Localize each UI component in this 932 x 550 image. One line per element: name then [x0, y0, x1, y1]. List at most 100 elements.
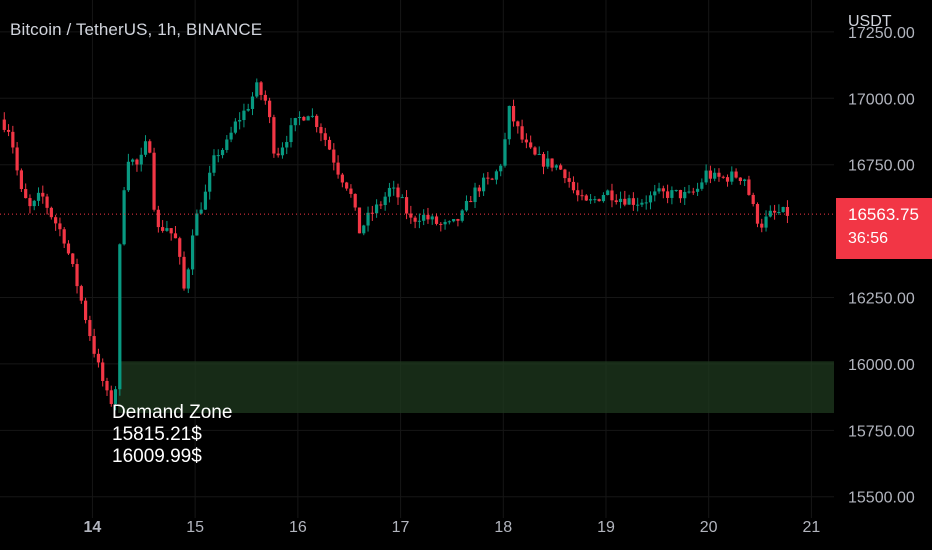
candle-body	[614, 200, 618, 203]
candle-body	[126, 161, 130, 191]
candle-body	[362, 225, 366, 234]
candle-body	[272, 117, 276, 154]
candle-body	[772, 210, 777, 213]
candle-body	[396, 187, 400, 198]
candle-body	[276, 153, 280, 156]
candle-body	[41, 192, 45, 197]
candle-body	[623, 198, 627, 205]
candle-body	[434, 216, 439, 224]
candle-body	[19, 170, 23, 190]
y-tick-label: 16250.00	[848, 291, 915, 308]
candle-body	[2, 119, 6, 130]
candle-body	[310, 115, 315, 117]
candle-body	[456, 218, 460, 221]
candle-body	[524, 139, 528, 143]
candle-body	[747, 179, 751, 195]
candle-body	[670, 190, 674, 198]
candle-body	[610, 190, 614, 201]
candle-body	[494, 171, 499, 180]
candle-body	[768, 210, 772, 217]
candle-body	[212, 155, 216, 173]
candle-body	[661, 188, 665, 192]
candle-body	[268, 100, 272, 118]
candle-body	[593, 199, 597, 201]
candle-body	[263, 94, 267, 101]
candle-body	[246, 108, 250, 111]
candle-body	[11, 131, 15, 148]
candle-body	[345, 182, 349, 189]
candle-body	[250, 96, 255, 109]
candle-body	[332, 149, 336, 163]
candle-body	[169, 228, 173, 234]
candle-body	[550, 158, 554, 168]
candle-body	[721, 176, 725, 178]
candle-body	[199, 209, 203, 214]
candle-body	[255, 82, 259, 97]
price-axis[interactable]: 17250.00 17000.00 16750.00 16250.00 16000.00…	[848, 25, 915, 507]
candle-body	[413, 217, 417, 222]
candle-body	[36, 192, 41, 201]
candle-body	[62, 229, 66, 244]
candle-body	[520, 126, 524, 140]
candle-body	[430, 216, 434, 220]
candle-body	[178, 238, 182, 257]
candle-body	[695, 188, 700, 192]
candle-body	[315, 115, 319, 128]
candle-body	[357, 207, 362, 234]
candle-body	[653, 191, 657, 196]
candle-body	[674, 189, 678, 191]
candle-body	[529, 142, 533, 148]
x-tick-label: 17	[392, 519, 410, 536]
candle-body	[148, 141, 152, 153]
demand-zone-rect[interactable]	[118, 361, 834, 414]
candle-body	[28, 198, 32, 207]
candle-body	[375, 204, 379, 214]
candle-body	[559, 165, 563, 170]
candle-body	[597, 199, 601, 202]
candle-body	[640, 202, 644, 205]
candle-body	[161, 227, 165, 231]
candle-body	[546, 158, 550, 167]
candle-body	[785, 206, 790, 216]
candle-body	[486, 177, 490, 179]
candle-body	[447, 221, 451, 223]
candle-body	[370, 212, 374, 214]
candle-body	[208, 172, 212, 192]
x-tick-label: 21	[803, 519, 821, 536]
candle-body	[713, 172, 717, 179]
candle-body	[687, 191, 691, 193]
candle-body	[79, 286, 83, 301]
x-tick-label: 20	[700, 519, 718, 536]
candle-body	[751, 194, 755, 205]
candle-body	[563, 169, 567, 179]
candle-body	[469, 200, 473, 203]
candle-body	[229, 132, 233, 140]
currency-label: USDT	[848, 13, 892, 30]
candle-body	[404, 197, 409, 214]
candle-body	[285, 142, 289, 148]
candle-body	[717, 172, 721, 177]
candle-body	[490, 178, 494, 180]
candle-body	[477, 187, 481, 192]
candle-body	[704, 170, 708, 183]
candle-body	[32, 200, 36, 207]
symbol-title[interactable]: Bitcoin / TetherUS, 1h, BINANCE	[10, 20, 263, 39]
candle-body	[49, 207, 53, 218]
time-axis[interactable]: 14 15 16 17 18 19 20 21	[84, 519, 821, 536]
candle-body	[143, 141, 148, 155]
zone-high-price: 16009.99$	[112, 446, 202, 467]
candle-body	[601, 194, 606, 202]
candle-body	[576, 190, 580, 196]
demand-zone-annotation[interactable]: Demand Zone 15815.21$ 16009.99$	[112, 402, 232, 468]
candle-body	[606, 190, 610, 195]
candle-body	[353, 193, 357, 208]
candles	[2, 78, 790, 411]
candle-body	[306, 116, 310, 121]
candle-body	[75, 264, 79, 287]
candle-body	[452, 218, 456, 222]
candle-body	[165, 228, 169, 231]
candle-body	[460, 210, 464, 221]
y-tick-label: 16750.00	[848, 158, 915, 175]
candle-body	[631, 198, 635, 205]
